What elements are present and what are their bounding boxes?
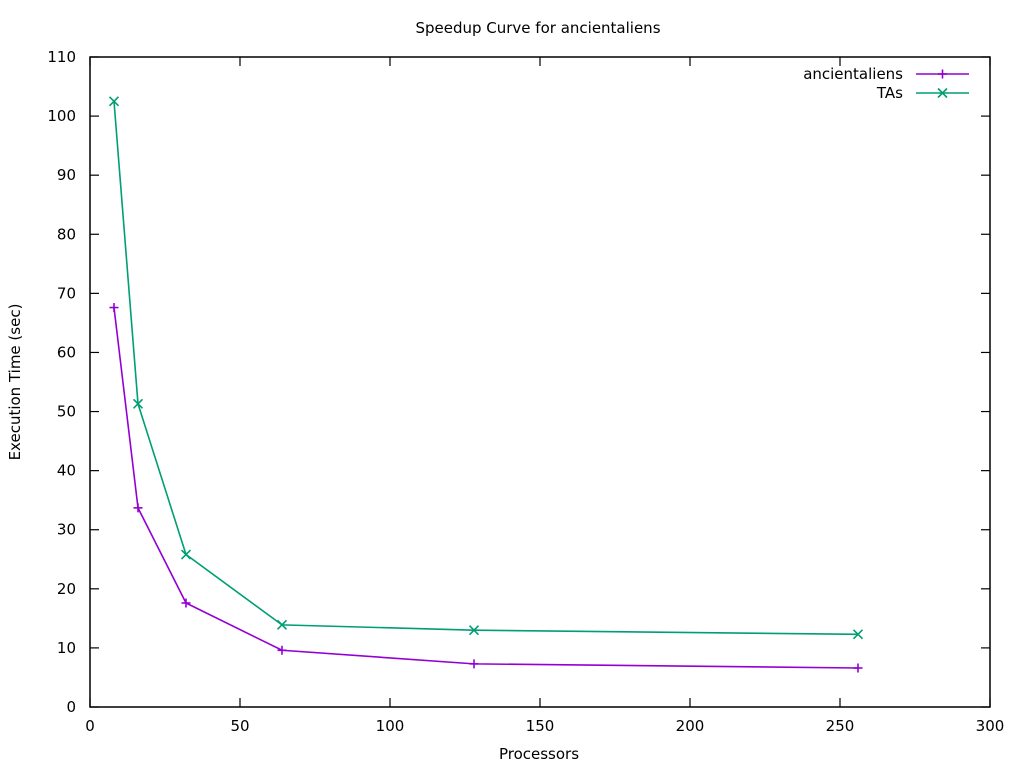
y-tick-label: 60 xyxy=(57,343,76,361)
x-tick-label: 250 xyxy=(826,717,855,735)
marker-stroke xyxy=(468,625,480,636)
data-point-ancientaliens xyxy=(277,645,287,655)
x-tick-label: 200 xyxy=(676,717,705,735)
data-point-tas xyxy=(852,629,864,640)
series-line-tas xyxy=(113,101,859,636)
y-tick-label: 90 xyxy=(57,166,76,184)
data-point-ancientaliens xyxy=(109,303,119,313)
data-point-tas xyxy=(180,549,192,560)
data-point-ancientaliens xyxy=(469,659,479,669)
marker-stroke xyxy=(108,96,120,107)
data-point-tas xyxy=(108,96,120,107)
series-layer xyxy=(108,96,864,673)
legend-marker-ancientaliens xyxy=(938,69,947,79)
data-point-tas xyxy=(468,625,480,636)
series-line-ancientaliens xyxy=(113,307,859,669)
legend-label: TAs xyxy=(876,84,903,102)
y-tick-label: 40 xyxy=(57,462,76,480)
series-tas xyxy=(108,96,864,640)
series-ancientaliens xyxy=(109,303,863,673)
x-tick-label: 150 xyxy=(526,717,555,735)
legend-label: ancientaliens xyxy=(803,65,903,83)
data-point-tas xyxy=(276,619,288,630)
x-tick-label: 100 xyxy=(376,717,405,735)
marker-stroke xyxy=(852,629,864,640)
x-tick-label: 0 xyxy=(85,717,95,735)
axis-ticks: 0 50 100 150 200 250 300 0 10 20 30 40 50 60 70 80 90 100… xyxy=(47,48,1004,735)
legend-item-ancientaliens: ancientaliens xyxy=(803,65,969,83)
legend-marker-tas xyxy=(937,87,948,99)
y-tick-label: 10 xyxy=(57,639,76,657)
data-point-ancientaliens xyxy=(853,663,863,673)
y-tick-label: 20 xyxy=(57,580,76,598)
chart-title: Speedup Curve for ancientaliens xyxy=(415,19,660,37)
x-axis-label: Processors xyxy=(499,745,579,763)
data-point-ancientaliens xyxy=(133,503,143,513)
y-tick-label: 100 xyxy=(47,107,76,125)
y-tick-label: 0 xyxy=(66,698,76,716)
y-tick-label: 30 xyxy=(57,521,76,539)
data-point-ancientaliens xyxy=(181,598,191,608)
marker-stroke xyxy=(132,398,144,409)
x-tick-label: 300 xyxy=(976,717,1005,735)
data-point-tas xyxy=(132,398,144,409)
marker-stroke xyxy=(937,87,948,99)
marker-stroke xyxy=(276,619,288,630)
marker-stroke xyxy=(180,549,192,560)
plot-frame xyxy=(89,56,991,708)
x-tick-label: 50 xyxy=(230,717,249,735)
y-tick-label: 50 xyxy=(57,403,76,421)
y-tick-label: 80 xyxy=(57,225,76,243)
y-axis-label: Execution Time (sec) xyxy=(6,304,24,461)
y-tick-label: 110 xyxy=(47,48,76,66)
legend-item-tas: TAs xyxy=(876,84,969,102)
y-tick-label: 70 xyxy=(57,284,76,302)
